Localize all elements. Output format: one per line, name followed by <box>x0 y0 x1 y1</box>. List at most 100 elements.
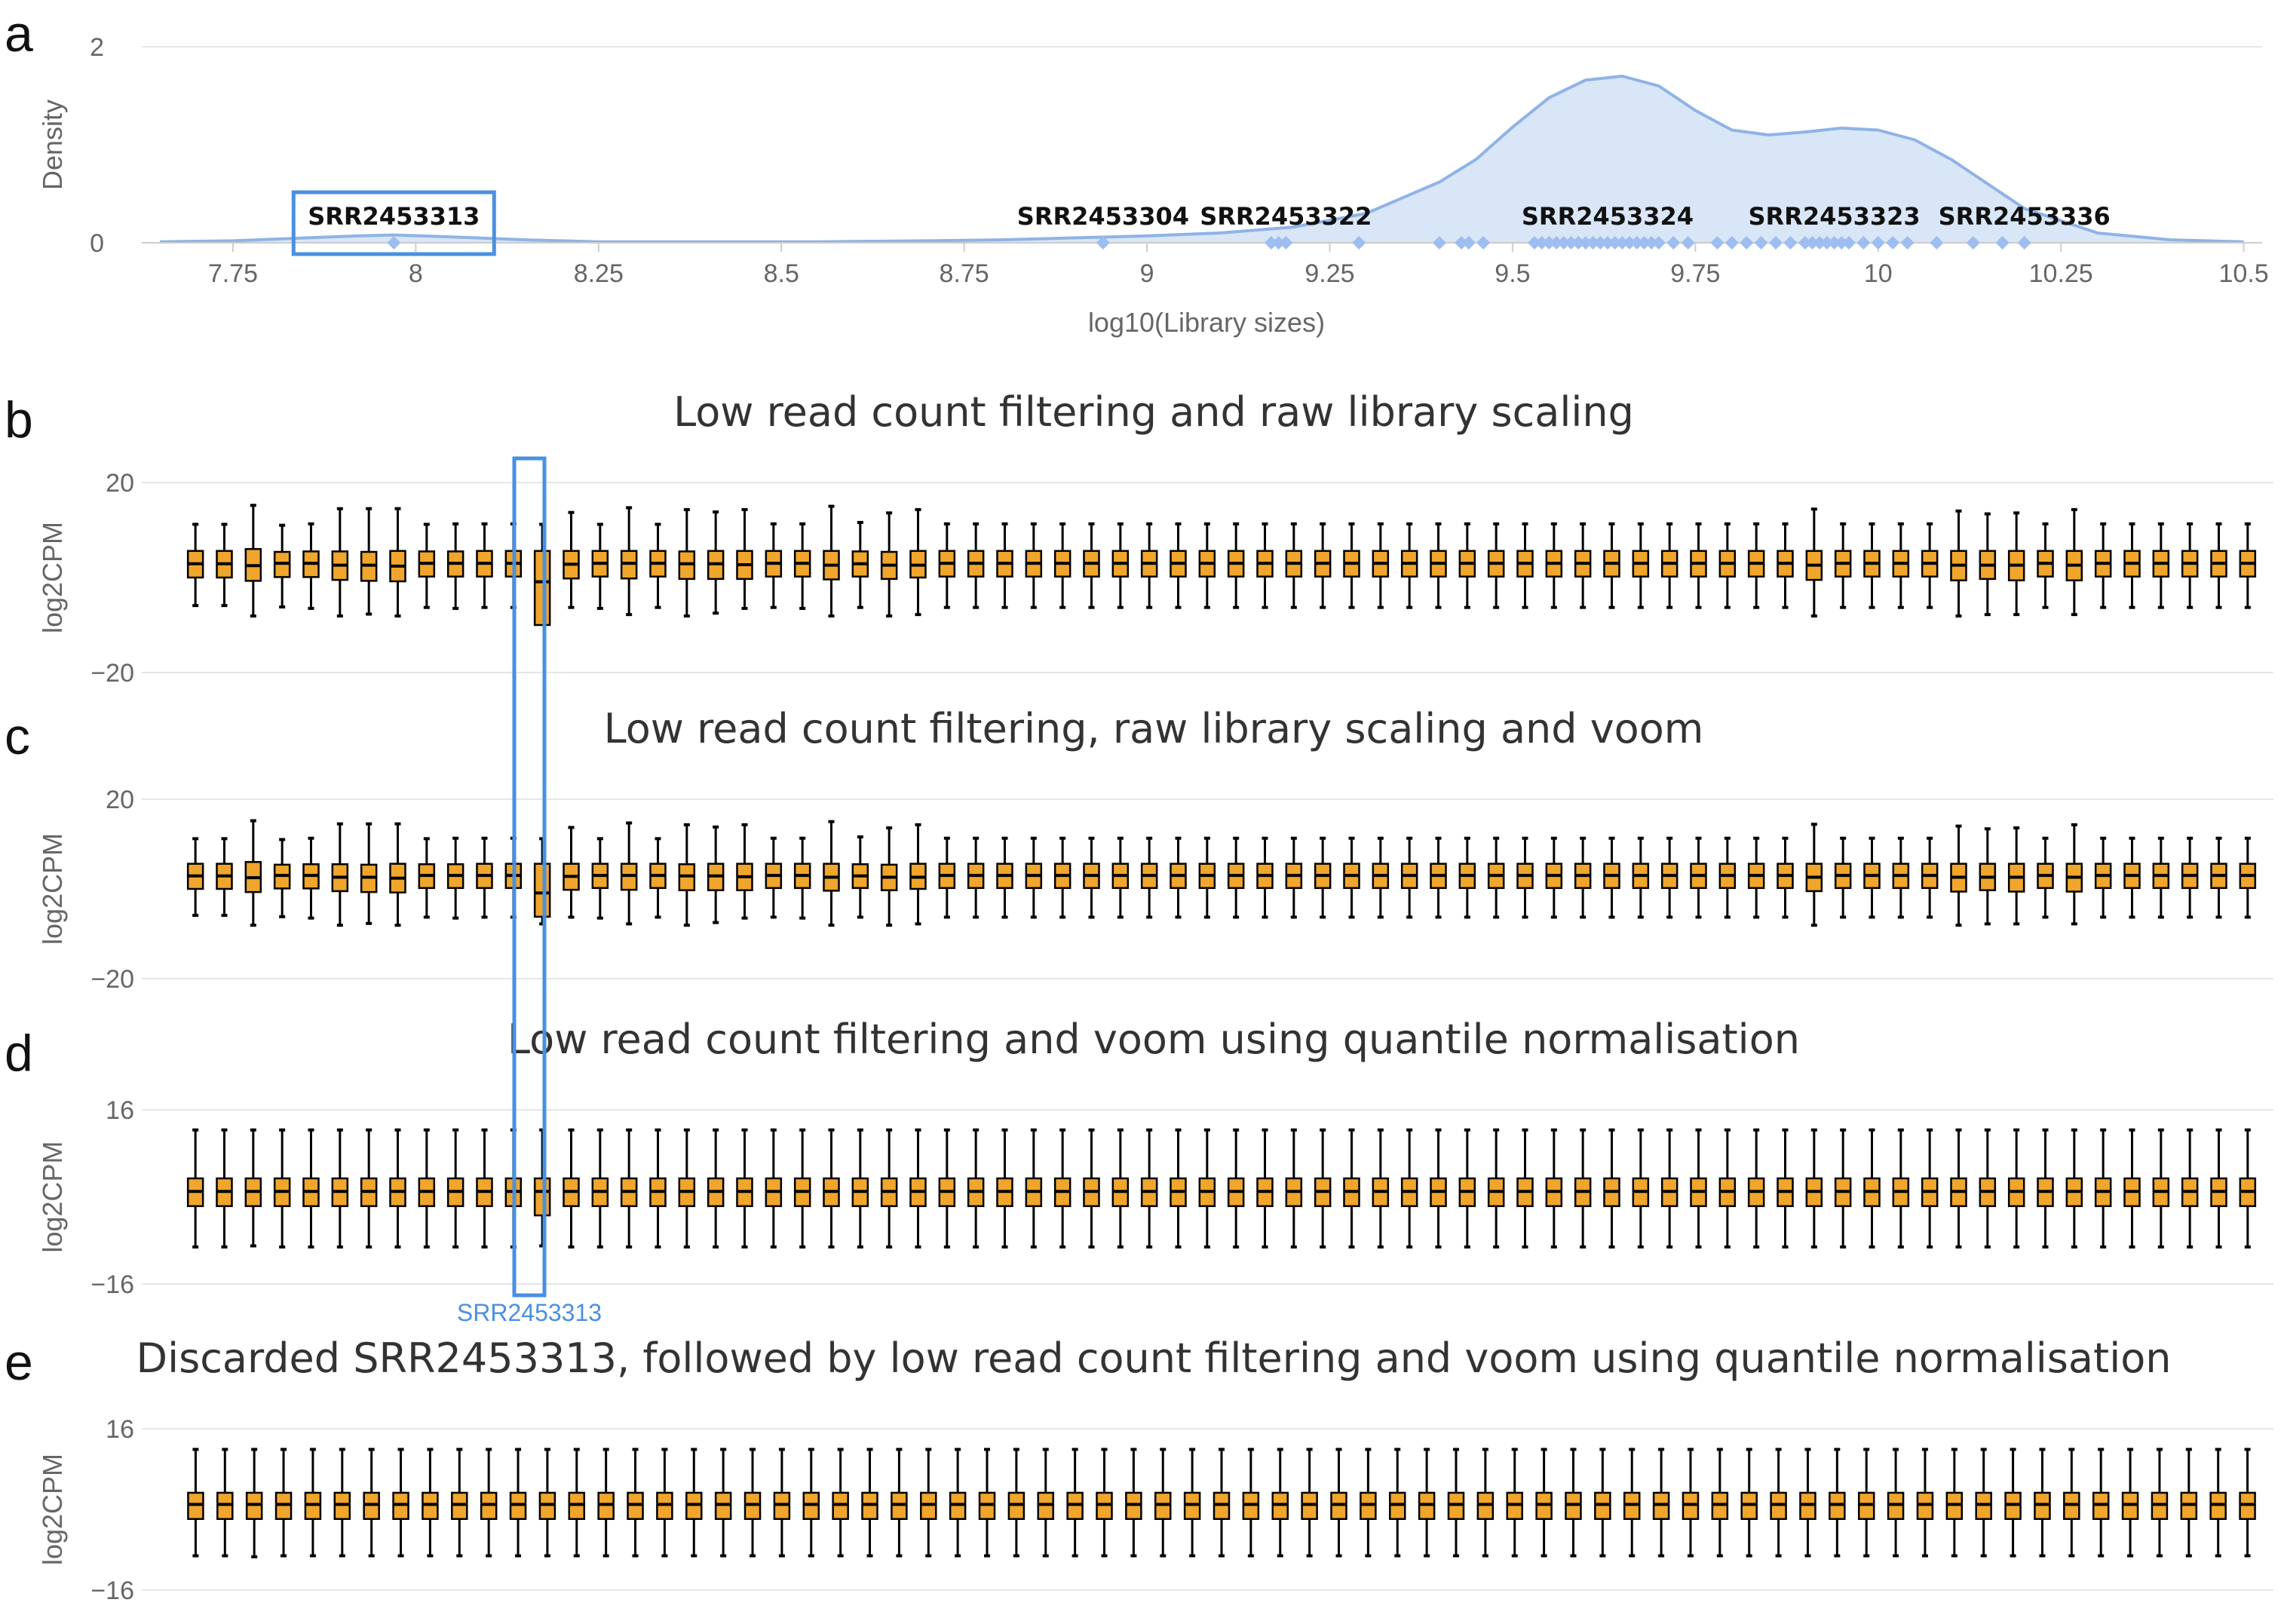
sample-point <box>1900 236 1915 250</box>
box-body <box>1330 1491 1347 1520</box>
density-area <box>160 76 2244 243</box>
sample-point <box>1528 236 1542 250</box>
box-body <box>392 1491 409 1520</box>
boxplot-y-tick-label: −16 <box>90 1577 134 1605</box>
sample-point <box>1856 236 1871 250</box>
box-body <box>1682 1491 1700 1520</box>
boxplot-e: 16 −16 log2CPM <box>37 1415 2273 1605</box>
sample-point <box>1645 236 1659 250</box>
box-body <box>1506 1491 1523 1520</box>
box-body <box>1096 1491 1113 1520</box>
box-body <box>1770 1491 1787 1520</box>
outlier-annotation-box <box>291 190 496 256</box>
box-body <box>274 1491 293 1520</box>
density-x-tick-label: 10.5 <box>2219 259 2269 288</box>
density-x-tick-label: 9.75 <box>1670 259 1720 288</box>
panel-a-letter: a <box>5 5 33 63</box>
box-body <box>1125 1491 1142 1520</box>
boxplot-y-axis-title: log2CPM <box>37 522 68 633</box>
box-body <box>949 1491 967 1520</box>
density-y-tick-label: 0 <box>90 229 104 258</box>
box-body <box>2004 1491 2022 1520</box>
sample-point <box>1586 236 1600 250</box>
sample-point <box>1805 236 1820 250</box>
sample-point <box>1820 236 1834 250</box>
box-body <box>1388 1491 1406 1520</box>
sample-annotation: SRR2453336 <box>1939 202 2111 231</box>
box-body <box>509 1491 527 1520</box>
sample-point <box>1564 236 1578 250</box>
sample-point <box>1769 236 1783 250</box>
sample-annotation: SRR2453323 <box>1748 202 1920 231</box>
sample-point <box>1724 236 1739 250</box>
box-body <box>743 1491 762 1520</box>
box-body <box>802 1491 820 1520</box>
sample-point <box>1096 236 1110 250</box>
sample-annotation: SRR2453313 <box>308 202 480 231</box>
sample-point <box>1615 236 1629 250</box>
sample-point <box>1476 236 1491 250</box>
outlier-highlight-box <box>512 456 547 1298</box>
sample-point <box>1578 236 1593 250</box>
sample-point <box>1623 236 1637 250</box>
box-body <box>1887 1491 1905 1520</box>
sample-point <box>1930 236 1944 250</box>
boxplot-d: 16 −16 log2CPM <box>37 1096 2273 1299</box>
sample-point <box>1740 236 1754 250</box>
sample-point <box>1966 236 1980 250</box>
sample-point <box>1542 236 1556 250</box>
box-body <box>2063 1491 2080 1520</box>
sample-point <box>1352 236 1366 250</box>
panel-e-letter: e <box>5 1334 33 1391</box>
box-body <box>1037 1491 1055 1520</box>
boxplot-y-tick-label: −16 <box>90 1270 134 1299</box>
density-x-tick-label: 8.75 <box>940 259 989 288</box>
box-body <box>1623 1491 1641 1520</box>
sample-point <box>1651 236 1666 250</box>
sample-point <box>1813 236 1827 250</box>
box-body <box>1711 1491 1729 1520</box>
box-body <box>1594 1491 1611 1520</box>
density-x-tick-label: 8.5 <box>764 259 799 288</box>
boxplot-y-axis-title: log2CPM <box>37 1454 68 1565</box>
density-x-tick-label: 9.5 <box>1495 259 1530 288</box>
box-body <box>773 1491 791 1520</box>
boxplot-y-tick-label: 16 <box>106 1415 134 1444</box>
sample-point <box>387 236 401 250</box>
box-body <box>1740 1491 1758 1520</box>
panel-b-letter: b <box>5 391 33 449</box>
box-body <box>363 1491 380 1520</box>
box-body <box>832 1491 849 1520</box>
sample-point <box>1710 236 1724 250</box>
sample-point <box>1556 236 1571 250</box>
box-body <box>1476 1491 1495 1520</box>
sample-point <box>1666 236 1681 250</box>
box-body <box>533 1177 551 1217</box>
density-x-tick-label: 9.25 <box>1304 259 1354 288</box>
box-body <box>685 1491 703 1520</box>
box-body <box>1418 1491 1436 1520</box>
sample-point <box>1827 236 1841 250</box>
box-body <box>1213 1491 1231 1520</box>
sample-point <box>1534 236 1549 250</box>
outlier-highlight-label: SRR2453313 <box>457 1299 602 1326</box>
box-body <box>1565 1491 1582 1520</box>
sample-point <box>1841 236 1856 250</box>
box-body <box>538 1491 556 1520</box>
sample-point <box>1455 236 1469 250</box>
box-body <box>891 1491 908 1520</box>
box-body <box>1271 1491 1289 1520</box>
sample-point <box>1279 236 1293 250</box>
boxplot-y-tick-label: −20 <box>90 965 134 994</box>
box-body <box>920 1491 937 1520</box>
box-body <box>1154 1491 1172 1520</box>
box-body <box>533 550 551 627</box>
sample-point <box>1600 236 1614 250</box>
boxplot-y-tick-label: −20 <box>90 659 134 688</box>
box-body <box>216 1491 234 1520</box>
box-body <box>2151 1491 2169 1520</box>
sample-point <box>1608 236 1622 250</box>
panel-c-title: Low read count filtering, raw library sc… <box>604 705 1704 752</box>
panel-c-letter: c <box>5 708 30 765</box>
